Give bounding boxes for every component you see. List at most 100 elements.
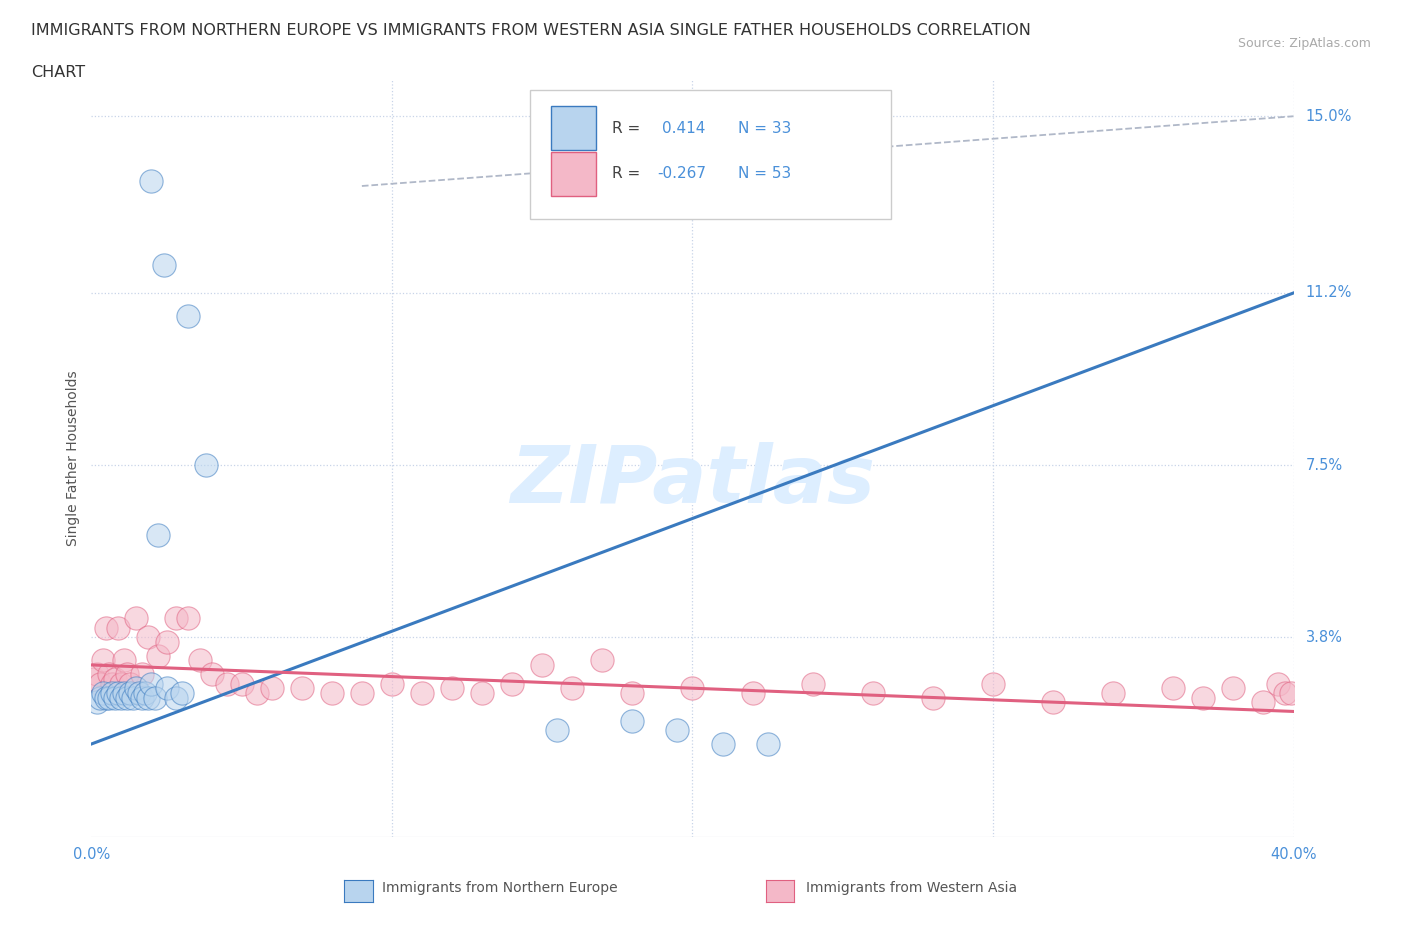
Text: 0.414: 0.414 (662, 121, 706, 136)
Point (1279, 685, 1302, 700)
Point (125, 681, 148, 696)
Point (666, 723, 689, 737)
Point (681, 681, 703, 696)
Point (741, 685, 763, 700)
Point (96, 690, 118, 705)
Text: R =: R = (612, 166, 640, 181)
Point (711, 737, 734, 751)
Point (201, 667, 224, 682)
Point (86, 667, 108, 682)
Point (801, 676, 824, 691)
Point (170, 685, 193, 700)
Point (621, 713, 644, 728)
Text: Immigrants from Northern Europe: Immigrants from Northern Europe (382, 881, 619, 896)
Bar (551, 106, 596, 151)
Point (922, 690, 945, 705)
Point (131, 667, 153, 682)
Point (260, 681, 283, 696)
Point (110, 690, 132, 705)
Bar (551, 152, 596, 196)
Point (350, 685, 373, 700)
Point (101, 676, 124, 691)
Point (246, 685, 269, 700)
Point (440, 681, 463, 696)
Point (1161, 681, 1184, 696)
Point (381, 676, 404, 691)
Point (194, 458, 217, 472)
Point (1222, 681, 1244, 696)
Point (471, 685, 494, 700)
Text: 3.8%: 3.8% (1306, 630, 1343, 644)
Point (1102, 685, 1125, 700)
Point (104, 671, 127, 686)
Text: IMMIGRANTS FROM NORTHERN EUROPE VS IMMIGRANTS FROM WESTERN ASIA SINGLE FATHER HO: IMMIGRANTS FROM NORTHERN EUROPE VS IMMIG… (31, 23, 1031, 38)
Point (89, 690, 111, 705)
Text: -0.267: -0.267 (658, 166, 707, 181)
Text: N = 33: N = 33 (738, 121, 792, 136)
Point (1042, 695, 1064, 710)
Point (141, 174, 163, 189)
Point (143, 690, 166, 705)
Point (531, 658, 554, 672)
Point (117, 690, 139, 705)
Point (86, 695, 108, 710)
Text: Source: ZipAtlas.com: Source: ZipAtlas.com (1237, 37, 1371, 50)
Point (501, 676, 523, 691)
Point (93, 653, 115, 668)
Point (110, 676, 132, 691)
Point (146, 527, 169, 542)
Point (591, 653, 613, 668)
Point (117, 667, 139, 682)
Point (134, 685, 156, 700)
Point (101, 685, 124, 700)
Point (981, 676, 1004, 691)
Point (756, 737, 779, 751)
Point (107, 620, 129, 635)
Point (321, 685, 343, 700)
Point (546, 723, 568, 737)
Point (1192, 690, 1215, 705)
Point (1267, 676, 1289, 691)
Point (215, 676, 238, 691)
Point (141, 676, 163, 691)
Text: 7.5%: 7.5% (1306, 458, 1343, 472)
Point (138, 630, 160, 644)
Point (155, 634, 177, 649)
Point (96, 620, 118, 635)
Point (1253, 695, 1275, 710)
Point (155, 681, 177, 696)
Point (128, 685, 150, 700)
Point (561, 681, 583, 696)
Point (146, 648, 169, 663)
Point (131, 690, 153, 705)
Point (122, 690, 145, 705)
Point (291, 681, 314, 696)
Point (165, 611, 187, 626)
Point (165, 690, 187, 705)
Point (114, 653, 136, 668)
Text: R =: R = (612, 121, 640, 136)
Point (93, 685, 115, 700)
Point (120, 685, 142, 700)
Point (89, 676, 111, 691)
Text: CHART: CHART (31, 65, 84, 80)
Point (98, 667, 121, 682)
Text: 11.2%: 11.2% (1306, 286, 1353, 300)
Point (1274, 685, 1296, 700)
Point (176, 611, 198, 626)
Point (138, 690, 160, 705)
Point (125, 611, 148, 626)
Text: Immigrants from Western Asia: Immigrants from Western Asia (806, 881, 1017, 896)
Point (107, 685, 129, 700)
Text: 15.0%: 15.0% (1306, 109, 1353, 124)
Point (621, 685, 644, 700)
Point (120, 676, 142, 691)
Point (104, 690, 127, 705)
Point (98, 690, 121, 705)
Point (188, 653, 211, 668)
Point (862, 685, 884, 700)
Point (152, 258, 174, 272)
Point (83, 671, 105, 686)
Y-axis label: Single Father Households: Single Father Households (66, 370, 80, 546)
Text: ZIPatlas: ZIPatlas (510, 442, 875, 520)
